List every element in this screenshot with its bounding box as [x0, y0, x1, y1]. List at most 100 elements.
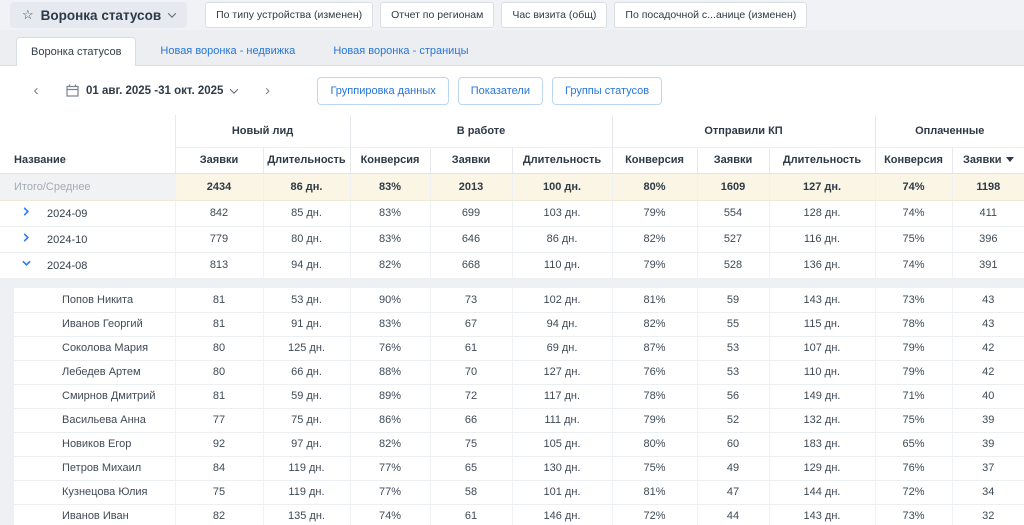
month-row-label: 2024-09: [47, 208, 88, 220]
month-row-cell-7: 554: [696, 200, 769, 227]
column-header-5[interactable]: Длительность: [511, 147, 612, 174]
report-tab-regions[interactable]: Отчет по регионам: [380, 2, 495, 28]
month-row-cell-4: 646: [429, 226, 512, 253]
manager-row-cell-4: 72: [429, 384, 512, 409]
month-row-cell-1: 842: [174, 200, 263, 227]
chevron-down-icon: [167, 9, 177, 18]
manager-row-cell-1: 81: [174, 384, 263, 409]
manager-row-cell-2: 91 дн.: [262, 312, 350, 337]
column-header-9[interactable]: Конверсия: [874, 147, 953, 174]
status-groups-button[interactable]: Группы статусов: [551, 76, 663, 105]
manager-row-cell-7: 52: [696, 408, 769, 433]
manager-row-cell-9: 79%: [874, 336, 953, 361]
month-row-2024-08[interactable]: 2024-08 813 94 дн. 82% 668 110 дн. 79% 528 136 д…: [0, 252, 1024, 279]
manager-row-cell-8: 149 дн.: [768, 384, 876, 409]
group-header-2: Отправили КП: [611, 115, 876, 148]
month-row-cell-1: 779: [174, 226, 263, 253]
manager-row-cell-7: 59: [696, 288, 769, 313]
manager-row-cell-7: 47: [696, 480, 769, 505]
column-header-7[interactable]: Заявки: [696, 147, 769, 174]
manager-row-cell-3: 86%: [349, 408, 430, 433]
manager-row-cell-8: 115 дн.: [768, 312, 876, 337]
manager-row-cell-9: 76%: [874, 456, 953, 481]
report-tab-visit-hour[interactable]: Час визита (общ): [501, 2, 608, 28]
manager-row-cell-2: 119 дн.: [262, 480, 350, 505]
manager-row-cell-2: 53 дн.: [262, 288, 350, 313]
collapse-chevron-icon[interactable]: [20, 258, 32, 272]
month-row-cell-2: 94 дн.: [262, 252, 350, 279]
manager-row-cell-3: 89%: [349, 384, 430, 409]
column-header-1[interactable]: Заявки: [174, 147, 263, 174]
column-header-4[interactable]: Заявки: [429, 147, 512, 174]
month-row-cell-9: 74%: [874, 200, 953, 227]
manager-row-cell-10: 32: [951, 504, 1024, 525]
manager-row: Васильева Анна 77 75 дн. 86% 66 111 дн. 79% 52 1…: [0, 408, 1024, 433]
manager-row-cell-5: 101 дн.: [511, 480, 612, 505]
manager-row-cell-3: 83%: [349, 312, 430, 337]
manager-row-cell-8: 144 дн.: [768, 480, 876, 505]
manager-row-cell-8: 107 дн.: [768, 336, 876, 361]
month-row-cell-8: 136 дн.: [768, 252, 876, 279]
summary-row-cell-9: 74%: [874, 173, 953, 201]
month-row-cell-10: 396: [951, 226, 1024, 253]
manager-row-cell-2: 97 дн.: [262, 432, 350, 457]
column-header-2[interactable]: Длительность: [262, 147, 350, 174]
manager-row-cell-9: 72%: [874, 480, 953, 505]
grouping-button[interactable]: Группировка данных: [317, 76, 449, 105]
month-row-cell-2: 80 дн.: [262, 226, 350, 253]
manager-row-cell-5: 102 дн.: [511, 288, 612, 313]
manager-row-cell-8: 129 дн.: [768, 456, 876, 481]
manager-row-cell-4: 58: [429, 480, 512, 505]
manager-row-cell-2: 75 дн.: [262, 408, 350, 433]
manager-row-cell-4: 67: [429, 312, 512, 337]
group-header-spacer: [0, 115, 175, 147]
expand-chevron-icon[interactable]: [20, 206, 32, 220]
prev-period-button[interactable]: ‹: [33, 82, 39, 99]
toolbar-buttons: Группировка данных Показатели Группы ста…: [317, 76, 663, 105]
sort-desc-icon: [1005, 157, 1014, 162]
manager-row-cell-1: 77: [174, 408, 263, 433]
next-period-button[interactable]: ›: [264, 82, 270, 99]
expand-chevron-icon[interactable]: [20, 232, 32, 246]
manager-row: Попов Никита 81 53 дн. 90% 73 102 дн. 81% 59 143…: [0, 288, 1024, 313]
star-icon[interactable]: ☆: [22, 7, 34, 22]
calendar-icon: [66, 84, 79, 97]
manager-row-cell-2: 125 дн.: [262, 336, 350, 361]
manager-row-cell-8: 110 дн.: [768, 360, 876, 385]
month-row-label-cell: 2024-09: [0, 200, 175, 227]
column-header-3[interactable]: Конверсия: [349, 147, 430, 174]
month-row-cell-8: 116 дн.: [768, 226, 876, 253]
manager-row-cell-5: 69 дн.: [511, 336, 612, 361]
manager-row-cell-3: 90%: [349, 288, 430, 313]
report-tab-landing-page[interactable]: По посадочной с...анице (изменен): [614, 2, 808, 28]
month-row-cell-5: 110 дн.: [511, 252, 612, 279]
manager-row-cell-6: 81%: [611, 480, 697, 505]
column-header-8[interactable]: Длительность: [768, 147, 876, 174]
metrics-button[interactable]: Показатели: [457, 76, 543, 105]
manager-row-cell-7: 44: [696, 504, 769, 525]
manager-row-cell-7: 60: [696, 432, 769, 457]
date-range-label: 01 авг. 2025 -31 окт. 2025: [86, 84, 224, 97]
tab-funnel-pages[interactable]: Новая воронка - страницы: [333, 44, 469, 57]
month-row-2024-10[interactable]: 2024-10 779 80 дн. 83% 646 86 дн. 82% 527 116 дн…: [0, 226, 1024, 253]
month-row-2024-09[interactable]: 2024-09 842 85 дн. 83% 699 103 дн. 79% 554 128 д…: [0, 200, 1024, 227]
manager-row-cell-10: 39: [951, 432, 1024, 457]
manager-name-cell: Соколова Мария: [0, 336, 175, 361]
date-range-picker[interactable]: 01 авг. 2025 -31 окт. 2025: [66, 84, 239, 97]
column-header-6[interactable]: Конверсия: [611, 147, 697, 174]
tab-funnel-real-estate[interactable]: Новая воронка - недвижка: [160, 44, 296, 57]
month-row-label-cell: 2024-08: [0, 252, 175, 279]
manager-name-cell: Васильева Анна: [0, 408, 175, 433]
manager-row-cell-1: 80: [174, 360, 263, 385]
report-selector[interactable]: ☆ Воронка статусов: [10, 2, 188, 28]
manager-name-cell: Петров Михаил: [0, 456, 175, 481]
month-row-cell-5: 103 дн.: [511, 200, 612, 227]
column-header-0[interactable]: Название: [0, 147, 175, 174]
summary-row-cell-8: 127 дн.: [768, 173, 876, 201]
column-header-10[interactable]: Заявки: [951, 147, 1024, 174]
manager-row-cell-1: 81: [174, 288, 263, 313]
report-tab-device-type[interactable]: По типу устройства (изменен): [205, 2, 374, 28]
child-rows-indent: [0, 288, 14, 525]
month-row-cell-7: 527: [696, 226, 769, 253]
tab-funnel-statuses[interactable]: Воронка статусов: [16, 37, 137, 66]
